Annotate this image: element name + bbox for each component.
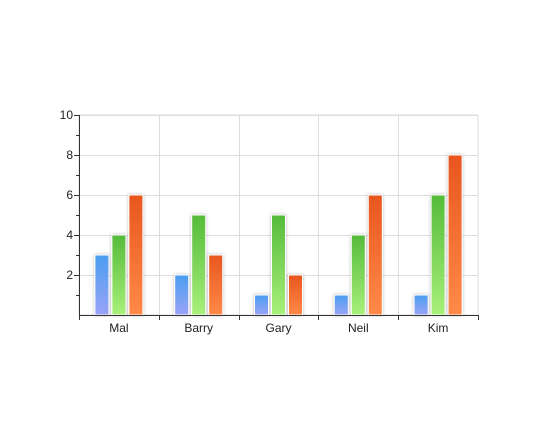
y-tick-label: 8	[66, 148, 73, 162]
x-tick-label: Gary	[265, 321, 291, 335]
bar-gary-series-1	[254, 294, 269, 316]
x-tick-label: Kim	[428, 321, 449, 335]
bar-kim-series-3	[447, 154, 463, 316]
bar-gary-series-2	[271, 214, 286, 316]
x-tick-label: Barry	[184, 321, 213, 335]
bar-neil-series-1	[333, 294, 349, 316]
bar-barry-series-2	[191, 214, 207, 316]
y-tick-label: 10	[60, 108, 74, 122]
y-tick-label: 2	[66, 268, 73, 282]
bar-neil-series-3	[367, 194, 383, 316]
y-tick-label: 4	[66, 228, 73, 242]
bar-barry-series-1	[174, 274, 190, 316]
bar-kim-series-1	[413, 294, 429, 316]
bar-mal-series-2	[111, 234, 127, 316]
bar-mal-series-3	[128, 194, 144, 316]
bar-neil-series-2	[350, 234, 366, 316]
bars-layer	[94, 154, 463, 316]
y-tick-label: 6	[66, 188, 73, 202]
x-tick-label: Neil	[348, 321, 369, 335]
bar-gary-series-3	[288, 274, 303, 316]
bar-barry-series-3	[208, 254, 224, 316]
axis-layer	[74, 115, 479, 320]
labels-layer: 2 4 6 8 10 Mal Barry Gary Neil Kim	[60, 108, 449, 335]
bar-kim-series-2	[430, 194, 446, 316]
x-tick-label: Mal	[109, 321, 128, 335]
bar-mal-series-1	[94, 254, 110, 316]
